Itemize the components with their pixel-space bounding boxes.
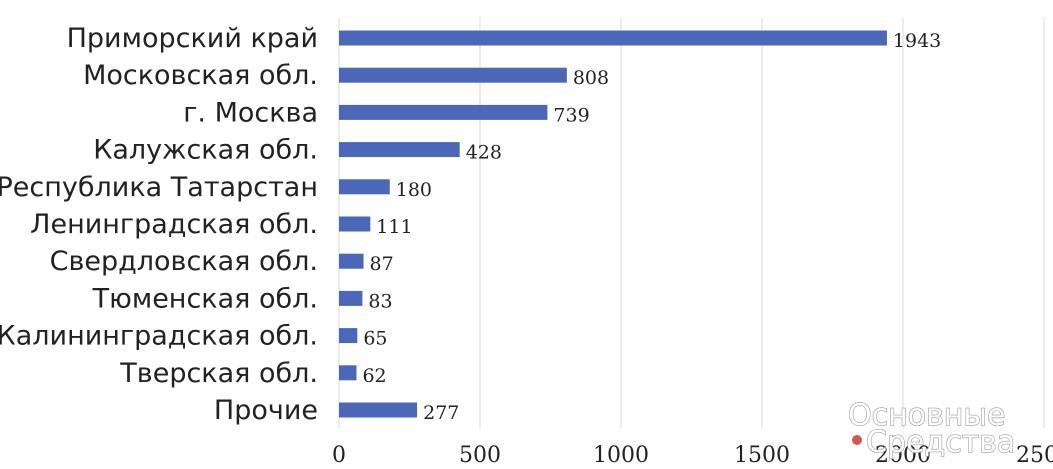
data-label-10: 277 — [423, 402, 459, 424]
category-label-0: Приморский край — [67, 23, 318, 54]
bar-9 — [339, 365, 357, 381]
watermark-line1: Основные — [848, 398, 1006, 433]
category-label-1: Московская обл. — [83, 60, 318, 91]
category-label-9: Тверская обл. — [119, 358, 318, 389]
bar-6 — [339, 253, 364, 269]
data-labels: 1943 808 739 428 180 111 87 83 65 62 277 — [362, 30, 941, 424]
watermark-dot-icon — [852, 435, 862, 445]
category-label-4: Республика Татарстан — [0, 172, 318, 203]
bar-10 — [339, 402, 418, 418]
data-label-7: 83 — [368, 290, 392, 312]
bar-1 — [339, 67, 567, 83]
data-label-5: 111 — [376, 216, 412, 238]
x-tick-label-2: 1000 — [593, 443, 649, 468]
category-label-10: Прочие — [214, 395, 318, 426]
x-axis-tick-labels: 0 500 1000 1500 2000 2500 — [332, 443, 1053, 468]
category-label-6: Свердловская обл. — [50, 246, 318, 277]
data-label-0: 1943 — [893, 30, 941, 52]
gridlines — [338, 18, 1045, 428]
bar-3 — [339, 142, 460, 158]
watermark-line2: Средства — [866, 425, 1015, 460]
bar-8 — [339, 328, 358, 344]
bar-2 — [339, 104, 548, 120]
data-label-1: 808 — [573, 67, 609, 89]
watermark-logo: Основные Средства — [847, 397, 1015, 460]
category-label-8: Калининградская обл. — [0, 321, 318, 352]
x-tick-label-3: 1500 — [734, 443, 790, 468]
data-label-6: 87 — [370, 253, 394, 275]
category-label-3: Калужская обл. — [93, 135, 318, 166]
x-tick-label-1: 500 — [459, 443, 501, 468]
bar-7 — [339, 290, 363, 306]
x-tick-label-5: 2500 — [1016, 443, 1053, 468]
data-label-8: 65 — [363, 328, 387, 350]
category-label-2: г. Москва — [183, 97, 318, 128]
x-tick-label-0: 0 — [332, 443, 346, 468]
bars — [339, 30, 887, 418]
data-label-9: 62 — [362, 365, 386, 387]
bar-5 — [339, 216, 371, 232]
data-label-4: 180 — [396, 179, 432, 201]
category-labels: Приморский край Московская обл. г. Москва К… — [0, 23, 318, 426]
bar-0 — [339, 30, 887, 46]
x-tick-label-4: 2000 — [875, 443, 931, 468]
category-label-5: Ленинградская обл. — [30, 209, 318, 240]
bar-4 — [339, 179, 390, 195]
data-label-3: 428 — [466, 142, 502, 164]
data-label-2: 739 — [553, 104, 589, 126]
category-label-7: Тюменская обл. — [92, 283, 318, 314]
